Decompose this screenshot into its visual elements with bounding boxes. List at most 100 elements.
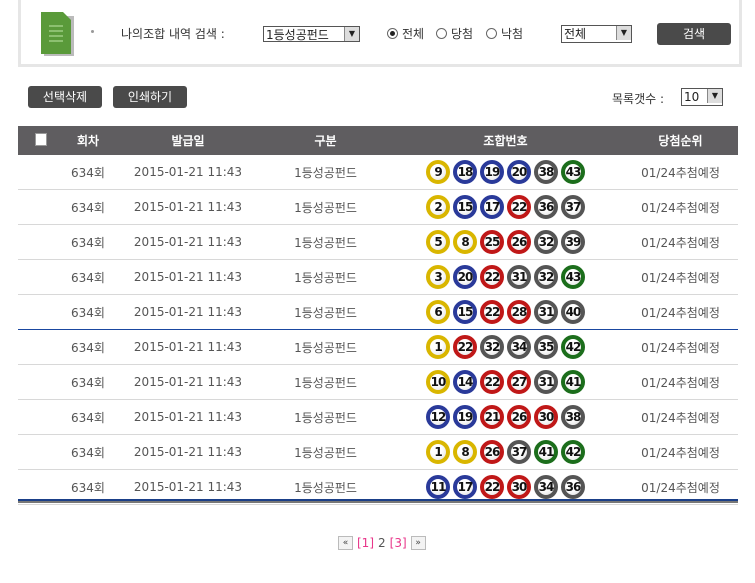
issue-date: 2015-01-21 11:43 [133,445,243,459]
range-select[interactable]: 전체 ▼ [561,25,632,43]
result: 01/24추첨예정 [641,305,720,320]
lotto-ball: 11 [426,475,450,499]
lotto-ball: 37 [507,440,531,464]
lotto-ball: 43 [561,265,585,289]
header-date: 발급일 [171,134,205,148]
prev-page-button[interactable]: « [338,536,353,550]
lotto-ball: 26 [507,230,531,254]
table-bottom-border [18,499,738,503]
radio-win[interactable]: 당첨 [436,25,473,42]
search-panel: 나의조합 내역 검색 : 1등성공펀드 ▼ 전체 당첨 낙첨 전체 ▼ 검색 [18,0,742,67]
result: 01/24추첨예정 [641,200,720,215]
lotto-ball: 22 [480,370,504,394]
table-row: 634회 2015-01-21 11:43 1등성공펀드 10 14 22 27 31 4… [18,365,738,400]
radio-all[interactable]: 전체 [387,25,424,42]
round: 634회 [71,270,105,285]
issue-date: 2015-01-21 11:43 [133,235,243,249]
header-numbers: 조합번호 [483,134,528,148]
type-select[interactable]: 1등성공펀드 ▼ [263,26,360,42]
select-all-checkbox[interactable] [34,132,47,146]
issue-date: 2015-01-21 11:43 [133,480,243,494]
round: 634회 [71,165,105,180]
lotto-ball: 8 [453,230,477,254]
numbers: 1 22 32 34 35 42 [388,335,623,359]
type: 1등성공펀드 [294,305,357,320]
table-body: 634회 2015-01-21 11:43 1등성공펀드 9 18 19 20 38 43… [18,155,738,505]
print-button[interactable]: 인쇄하기 [113,86,187,108]
next-page-button[interactable]: » [410,536,426,550]
lotto-ball: 37 [561,195,585,219]
lotto-ball: 6 [426,300,450,324]
radio-lose[interactable]: 낙첨 [486,25,523,42]
issue-date: 2015-01-21 11:43 [133,410,243,424]
numbers: 5 8 25 26 32 39 [388,230,623,254]
lotto-ball: 22 [480,265,504,289]
lotto-ball: 42 [561,440,585,464]
result: 01/24추첨예정 [641,445,720,460]
lotto-ball: 21 [480,405,504,429]
lotto-ball: 18 [453,160,477,184]
type: 1등성공펀드 [294,480,357,495]
lotto-ball: 15 [453,195,477,219]
lotto-ball: 20 [453,265,477,289]
radio-label: 낙첨 [501,27,524,41]
radio-icon [387,28,398,39]
lotto-ball: 32 [480,335,504,359]
radio-label: 당첨 [451,27,474,41]
lotto-ball: 17 [480,195,504,219]
lotto-ball: 36 [561,475,585,499]
lotto-ball: 19 [480,160,504,184]
lotto-ball: 1 [426,335,450,359]
round: 634회 [71,410,105,425]
result: 01/24추첨예정 [641,340,720,355]
lotto-ball: 25 [480,230,504,254]
lotto-ball: 14 [453,370,477,394]
lotto-ball: 43 [561,160,585,184]
table-row: 634회 2015-01-21 11:43 1등성공펀드 11 17 22 30 34 3… [18,470,738,505]
lotto-ball: 30 [534,405,558,429]
lotto-ball: 26 [507,405,531,429]
lotto-ball: 30 [507,475,531,499]
issue-date: 2015-01-21 11:43 [133,305,243,319]
round: 634회 [71,305,105,320]
lotto-ball: 10 [426,370,450,394]
type: 1등성공펀드 [294,270,357,285]
search-button[interactable]: 검색 [657,23,731,45]
numbers: 3 20 22 31 32 43 [388,265,623,289]
round: 634회 [71,445,105,460]
bullet [91,30,94,33]
type: 1등성공펀드 [294,235,357,250]
numbers: 11 17 22 30 34 36 [388,475,623,499]
lotto-ball: 22 [507,195,531,219]
count-select[interactable]: 10 ▼ [681,88,723,106]
range-select-value: 전체 [564,27,587,41]
lotto-ball: 12 [426,405,450,429]
lotto-ball: 31 [534,300,558,324]
lotto-ball: 19 [453,405,477,429]
issue-date: 2015-01-21 11:43 [133,165,243,179]
page-link-1[interactable]: [1] [357,536,374,550]
lotto-ball: 38 [561,405,585,429]
issue-date: 2015-01-21 11:43 [133,270,243,284]
table-row: 634회 2015-01-21 11:43 1등성공펀드 1 8 26 37 41 42 … [18,435,738,470]
dropdown-arrow-icon: ▼ [707,89,722,103]
lotto-ball: 31 [507,265,531,289]
issue-date: 2015-01-21 11:43 [133,200,243,214]
combination-table: 회차 발급일 구분 조합번호 당첨순위 634회 2015-01-21 11:4… [18,126,738,505]
numbers: 10 14 22 27 31 41 [388,370,623,394]
numbers: 9 18 19 20 38 43 [388,160,623,184]
lotto-ball: 36 [534,195,558,219]
result: 01/24추첨예정 [641,270,720,285]
radio-icon [486,28,497,39]
lotto-ball: 28 [507,300,531,324]
lotto-ball: 31 [534,370,558,394]
dropdown-arrow-icon: ▼ [344,27,359,41]
delete-selected-button[interactable]: 선택삭제 [28,86,102,108]
page-link-3[interactable]: [3] [389,536,407,550]
lotto-ball: 42 [561,335,585,359]
table-row: 634회 2015-01-21 11:43 1등성공펀드 1 22 32 34 35 42… [18,330,738,365]
table-row: 634회 2015-01-21 11:43 1등성공펀드 12 19 21 26 30 3… [18,400,738,435]
current-page: 2 [378,536,386,550]
lotto-ball: 34 [534,475,558,499]
header-result: 당첨순위 [658,134,703,148]
